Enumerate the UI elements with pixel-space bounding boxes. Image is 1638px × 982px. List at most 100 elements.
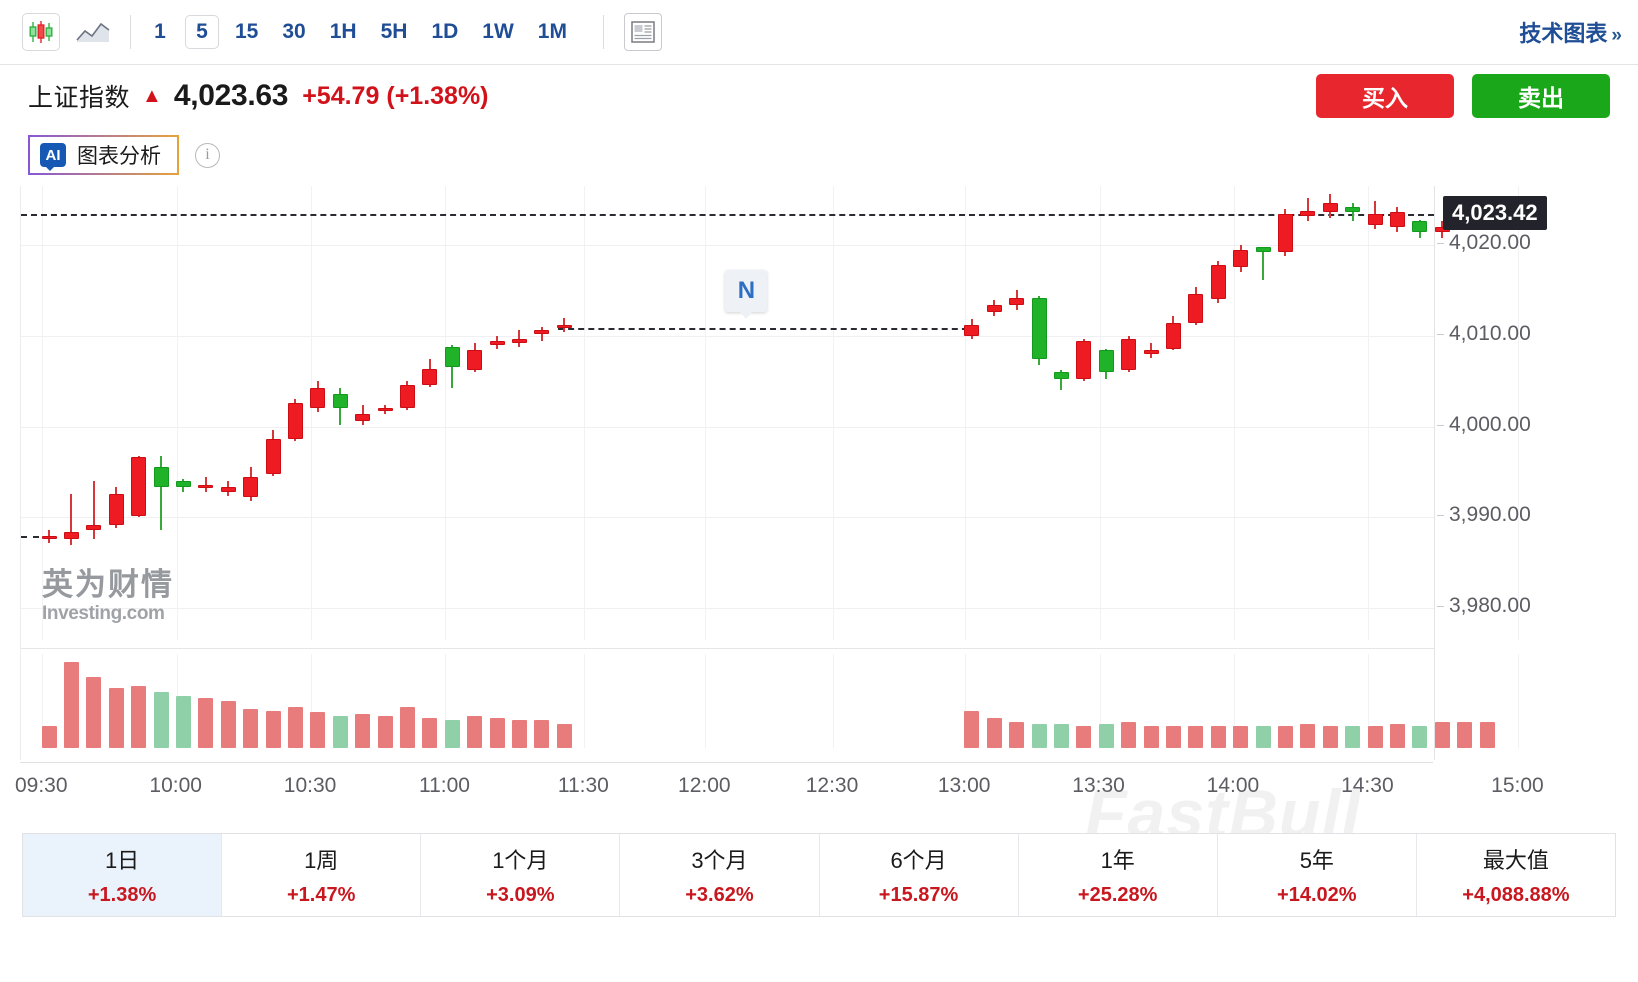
candlestick[interactable] xyxy=(467,186,483,640)
price-pane[interactable]: N xyxy=(21,186,1520,640)
ai-badge-icon: AI xyxy=(40,143,66,171)
performance-tab-3[interactable]: 3个月 +3.62% xyxy=(620,834,820,916)
candle-body xyxy=(1367,214,1383,226)
candlestick[interactable] xyxy=(1143,186,1159,640)
chart-plot[interactable]: N xyxy=(20,186,1520,760)
candlestick[interactable] xyxy=(1076,186,1092,640)
news-panel-button[interactable] xyxy=(623,13,662,51)
interval-5h[interactable]: 5H xyxy=(380,20,408,43)
candle-body xyxy=(108,493,124,525)
candlestick[interactable] xyxy=(964,186,980,640)
last-price-axis-tag: 4,023.42 xyxy=(1443,195,1547,230)
last-price: 4,023.63 xyxy=(173,79,289,112)
candlestick-chart-type-button[interactable] xyxy=(22,13,60,51)
candlestick[interactable] xyxy=(1031,186,1047,640)
interval-1w[interactable]: 1W xyxy=(482,20,514,43)
performance-tab-7[interactable]: 最大值 +4,088.88% xyxy=(1416,834,1615,916)
candlestick[interactable] xyxy=(220,186,236,640)
candlestick[interactable] xyxy=(355,186,371,640)
candle-wick xyxy=(1306,197,1309,222)
time-axis-tick: 11:30 xyxy=(557,774,609,797)
volume-bar xyxy=(287,706,303,748)
candle-body xyxy=(1098,350,1114,373)
candlestick[interactable] xyxy=(1165,186,1181,640)
candlestick[interactable] xyxy=(1009,186,1025,640)
performance-tab-1[interactable]: 1周 +1.47% xyxy=(222,834,422,916)
candlestick[interactable] xyxy=(310,186,326,640)
candlestick[interactable] xyxy=(1345,186,1361,640)
ai-chart-analysis-button[interactable]: AI 图表分析 xyxy=(28,135,179,175)
candle-body xyxy=(1076,341,1092,380)
candlestick[interactable] xyxy=(243,186,259,640)
volume-bar xyxy=(108,688,124,748)
candlestick[interactable] xyxy=(1255,186,1271,640)
candlestick[interactable] xyxy=(63,186,79,640)
performance-tab-5[interactable]: 1年 +25.28% xyxy=(1018,834,1218,916)
interval-1m[interactable]: 1M xyxy=(537,20,567,43)
candlestick[interactable] xyxy=(1188,186,1204,640)
candlestick[interactable] xyxy=(377,186,393,640)
interval-1[interactable]: 1 xyxy=(154,20,166,43)
time-gridline xyxy=(705,186,707,640)
candlestick[interactable] xyxy=(332,186,348,640)
candlestick[interactable] xyxy=(108,186,124,640)
candlestick[interactable] xyxy=(1210,186,1226,640)
line-chart-type-button[interactable] xyxy=(74,13,112,51)
candlestick[interactable] xyxy=(86,186,102,640)
tech-chart-link[interactable]: 技术图表» xyxy=(1519,16,1622,48)
candle-wick xyxy=(1262,246,1265,280)
news-marker[interactable]: N xyxy=(725,269,768,319)
candlestick[interactable] xyxy=(986,186,1002,640)
chart-area: N 4,020.00 4,010.00 4,000.00 3,990.00 3,980.… xyxy=(0,186,1638,824)
candlestick[interactable] xyxy=(1300,186,1316,640)
volume-bar xyxy=(377,716,393,748)
interval-5[interactable]: 5 xyxy=(185,15,219,49)
performance-tab-label: 1日 xyxy=(104,848,140,873)
candle-body xyxy=(1188,294,1204,324)
time-axis-tick: 10:30 xyxy=(283,774,337,797)
candlestick[interactable] xyxy=(131,186,147,640)
candlestick[interactable] xyxy=(175,186,191,640)
info-icon[interactable]: i xyxy=(195,142,220,168)
candle-body xyxy=(1255,246,1271,253)
candlestick[interactable] xyxy=(1389,186,1405,640)
candle-wick xyxy=(1351,203,1354,222)
candlestick[interactable] xyxy=(511,186,527,640)
candlestick[interactable] xyxy=(556,186,572,640)
candlestick[interactable] xyxy=(399,186,415,640)
buy-button[interactable]: 买入 xyxy=(1316,74,1454,118)
candlestick[interactable] xyxy=(1412,186,1428,640)
candlestick[interactable] xyxy=(1322,186,1338,640)
volume-bar xyxy=(355,714,371,748)
price-axis-tick: 4,000.00 xyxy=(1437,413,1531,437)
performance-tab-0[interactable]: 1日 +1.38% xyxy=(23,834,223,916)
candlestick[interactable] xyxy=(287,186,303,640)
candle-body xyxy=(489,341,505,345)
candlestick[interactable] xyxy=(41,186,57,640)
candlestick[interactable] xyxy=(1233,186,1249,640)
sell-button[interactable]: 卖出 xyxy=(1472,74,1610,118)
performance-tab-6[interactable]: 5年 +14.02% xyxy=(1217,834,1417,916)
performance-tab-2[interactable]: 1个月 +3.09% xyxy=(421,834,621,916)
candlestick[interactable] xyxy=(534,186,550,640)
candlestick[interactable] xyxy=(198,186,214,640)
candlestick[interactable] xyxy=(1053,186,1069,640)
candlestick[interactable] xyxy=(153,186,169,640)
performance-tab-value: +15.87% xyxy=(878,884,959,906)
candlestick[interactable] xyxy=(422,186,438,640)
candlestick[interactable] xyxy=(1367,186,1383,640)
candlestick[interactable] xyxy=(1098,186,1114,640)
performance-tab-4[interactable]: 6个月 +15.87% xyxy=(819,834,1019,916)
time-axis-tick: 14:00 xyxy=(1206,774,1260,797)
candlestick[interactable] xyxy=(1121,186,1137,640)
candlestick[interactable] xyxy=(265,186,281,640)
interval-15[interactable]: 15 xyxy=(235,20,259,43)
interval-1d[interactable]: 1D xyxy=(431,20,459,43)
tick-dash xyxy=(1437,424,1444,426)
last-price-line xyxy=(21,213,1434,216)
candlestick[interactable] xyxy=(489,186,505,640)
interval-1h[interactable]: 1H xyxy=(329,20,357,43)
interval-30[interactable]: 30 xyxy=(282,20,306,43)
candlestick[interactable] xyxy=(1277,186,1293,640)
candlestick[interactable] xyxy=(444,186,460,640)
